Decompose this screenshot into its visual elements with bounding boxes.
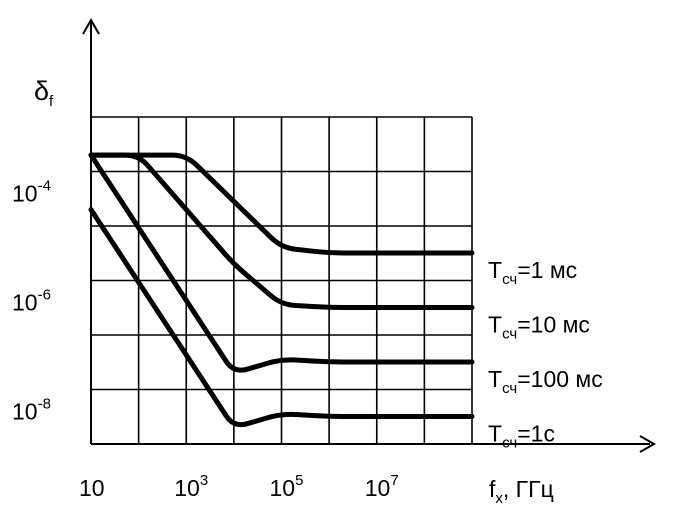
series-label-3: Tсч=100 мс: [488, 366, 603, 397]
x-tick-label: 103: [174, 472, 208, 501]
y-axis-label: δf: [34, 76, 54, 110]
series-label-2: Tсч=10 мс: [488, 311, 590, 342]
y-axis-arrow: [82, 17, 100, 35]
y-tick-label: 10-6: [12, 287, 51, 316]
x-axis-label: fx, ГГц: [489, 476, 554, 507]
series-line-4: [88, 207, 475, 428]
x-axis-arrow: [639, 435, 657, 453]
axes: [82, 17, 657, 453]
series-labels: Tсч=1 мс Tсч=10 мс Tсч=100 мс Tсч=1с: [488, 257, 603, 452]
series-line-3: [88, 152, 475, 373]
y-tick-labels: 10-4 10-6 10-8: [12, 178, 51, 425]
series-line-1: [88, 152, 475, 256]
x-tick-label: 107: [365, 472, 399, 501]
grid: [90, 116, 473, 445]
series-label-4: Tсч=1с: [488, 420, 555, 451]
y-tick-label: 10-8: [12, 396, 51, 425]
series-label-1: Tсч=1 мс: [488, 257, 577, 288]
x-tick-labels: 10 103 105 107: [79, 472, 399, 501]
x-tick-label: 105: [270, 472, 304, 501]
series-group: [88, 152, 475, 428]
series-line-2: [88, 152, 475, 310]
y-tick-label: 10-4: [12, 178, 51, 207]
x-tick-label: 10: [79, 475, 105, 501]
